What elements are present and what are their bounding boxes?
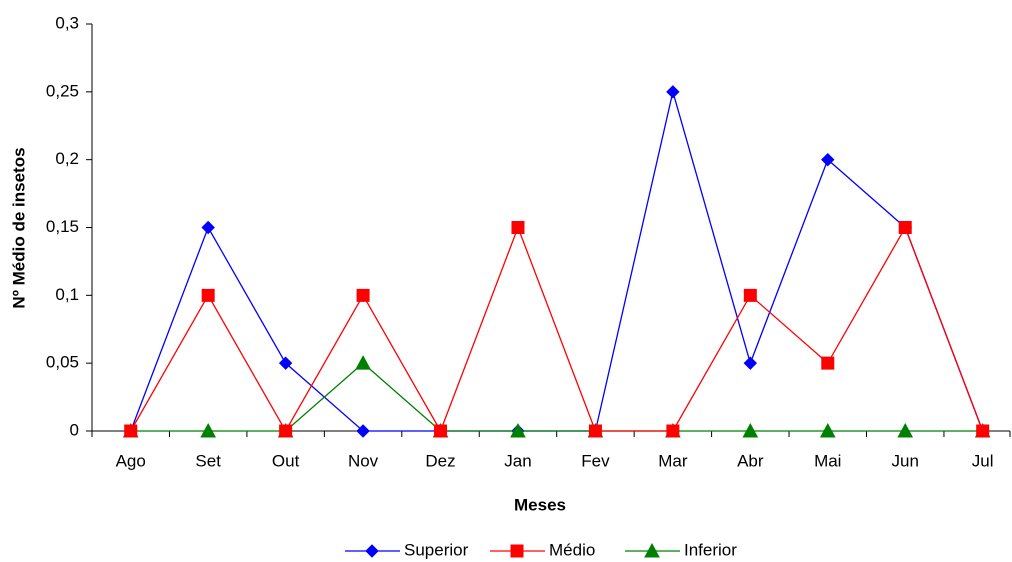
x-tick-label: Jan [504,451,531,470]
data-point [819,422,836,438]
data-point [356,424,370,438]
y-tick-label: 0,15 [46,217,79,236]
legend-label: Inferior [684,540,737,559]
data-point [510,422,526,438]
data-point [976,424,990,438]
series-line [130,225,984,433]
data-point [201,288,215,302]
data-point [200,422,217,438]
x-tick-label: Fev [581,451,610,470]
x-tick-label: Abr [737,451,764,470]
y-tick-label: 0,05 [46,353,79,372]
y-tick-label: 0,3 [55,13,79,32]
data-point [124,424,138,438]
y-tick-label: 0,1 [55,285,79,304]
x-axis-title: Meses [514,495,566,514]
data-point [743,356,758,370]
data-point [821,152,835,167]
x-tick-label: Dez [425,451,455,470]
data-point [821,356,835,370]
x-tick-label: Jun [892,451,919,470]
x-tick-label: Nov [348,451,379,470]
data-point [743,288,757,302]
data-point [434,424,448,438]
data-point [666,85,680,99]
data-point [897,422,914,438]
data-point [355,355,371,370]
data-point [898,221,912,234]
y-tick-label: 0,2 [55,149,79,168]
x-tick-label: Mai [814,451,841,470]
x-tick-label: Mar [658,451,688,470]
series-line [130,91,984,432]
legend-label: Médio [549,540,595,559]
y-tick-label: 0,25 [46,81,79,100]
data-point [511,221,525,234]
data-point [201,220,215,235]
legend-label: Superior [404,540,469,559]
data-point [279,424,293,438]
legend-marker [365,544,379,558]
x-tick-label: Out [272,451,300,470]
y-tick-label: 0 [70,420,79,439]
legend-marker [644,542,660,558]
x-tick-label: Jul [972,451,994,470]
x-tick-label: Set [195,451,221,470]
y-axis-title: Nº Médio de insetos [9,147,28,308]
data-point [588,424,602,438]
data-point [278,356,293,370]
x-tick-label: Ago [116,451,146,470]
series-line [130,362,983,432]
data-point [742,422,759,438]
legend-marker [510,544,524,558]
data-point [356,288,370,302]
data-point [666,424,680,438]
